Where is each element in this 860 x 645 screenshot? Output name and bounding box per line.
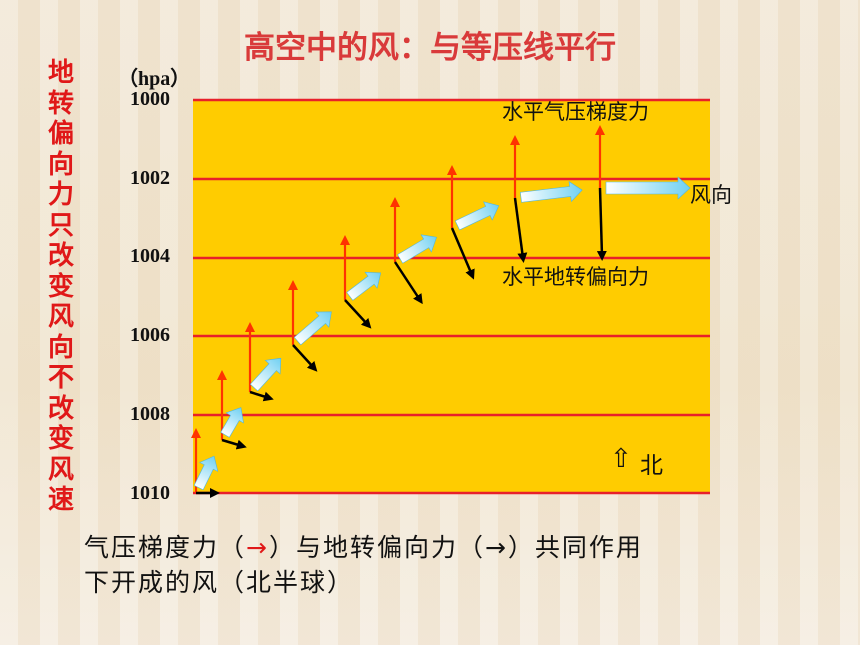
caption-line-1-b: ）与地转偏向力（→）共同作用 [268,533,643,562]
wind-arrow-7 [520,180,583,203]
side-char-3: 向 [47,149,74,180]
plot-area [193,100,710,493]
wind-arrow-0 [193,455,219,491]
coriolis-arrow-6 [450,227,475,280]
side-char-13: 风 [47,454,74,485]
wind-arrow-8 [605,176,691,200]
side-char-7: 变 [47,271,74,302]
side-char-5: 只 [47,210,74,241]
wind-arrow-6 [454,201,500,231]
pressure-tick-1000: 1000 [130,88,170,110]
coriolis-label: 水平地转偏向力 [502,265,649,289]
wind-arrow-1 [220,407,244,438]
side-char-8: 风 [47,302,74,332]
side-char-1: 转 [47,88,74,119]
pressure-tick-1006: 1006 [130,324,170,346]
pressure-tick-1004: 1004 [130,245,170,267]
side-char-12: 变 [47,424,74,454]
caption-line-1-a: 气压梯度力（ [84,533,247,562]
coriolis-arrow-4 [344,299,372,329]
pgf-label: 水平气压梯度力 [502,100,649,124]
wind-arrow-3 [293,311,332,346]
caption: 气压梯度力（→）与地转偏向力（→）共同作用 下开成的风（北半球） [84,530,643,600]
north-label: 北 [640,453,663,479]
side-char-14: 速 [47,485,74,515]
wind-arrows [193,176,691,491]
pressure-tick-1002: 1002 [130,167,170,189]
wind-arrow-5 [397,234,437,264]
slide-title: 高空中的风：与等压线平行 [244,30,616,66]
side-char-4: 力 [47,180,74,210]
coriolis-arrow-1 [221,438,247,450]
north-arrow-icon: ⇧ [610,444,632,474]
side-char-6: 改 [47,241,74,271]
pressure-gradient-arrows [191,125,605,493]
wind-direction-label: 风向 [690,183,732,207]
side-char-11: 改 [47,393,74,424]
coriolis-arrow-7 [513,197,528,263]
caption-red-arrow: → [246,533,269,562]
side-char-0: 地 [47,58,74,88]
side-vertical-text: 地转偏向力只改变风向不改变风速 [44,58,78,516]
side-char-9: 向 [47,332,74,363]
pressure-tick-1008: 1008 [130,403,170,425]
wind-arrow-2 [249,357,282,392]
caption-line-2: 下开成的风（北半球） [84,568,355,597]
coriolis-arrow-2 [249,390,274,402]
pressure-tick-1010: 1010 [130,482,170,504]
side-char-2: 偏 [47,119,74,149]
pressure-unit-label: （hpa） [118,68,191,90]
coriolis-arrow-5 [393,261,423,305]
coriolis-arrows [196,187,607,498]
side-char-10: 不 [47,363,74,393]
wind-arrow-4 [346,271,382,301]
coriolis-arrow-8 [596,187,607,261]
coriolis-arrow-3 [292,344,318,372]
caption-line-1: 气压梯度力（→）与地转偏向力（→）共同作用 [84,530,643,565]
